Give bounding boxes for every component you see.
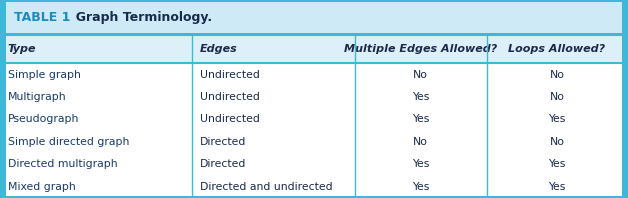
Text: No: No [550, 92, 565, 102]
Bar [6, 62, 622, 196]
Bar [6, 2, 622, 33]
Text: Undirected: Undirected [200, 114, 259, 125]
Text: Directed: Directed [200, 137, 246, 147]
Text: Simple graph: Simple graph [8, 69, 80, 80]
Text: Directed and undirected: Directed and undirected [200, 182, 332, 192]
Text: Yes: Yes [412, 114, 430, 125]
Text: Undirected: Undirected [200, 69, 259, 80]
Text: No: No [550, 137, 565, 147]
Text: Directed: Directed [200, 159, 246, 169]
Text: Undirected: Undirected [200, 92, 259, 102]
Text: Multiple Edges Allowed?: Multiple Edges Allowed? [344, 44, 497, 54]
Text: Yes: Yes [412, 182, 430, 192]
Text: Yes: Yes [548, 159, 566, 169]
Text: Pseudograph: Pseudograph [8, 114, 79, 125]
Text: No: No [550, 69, 565, 80]
Text: Yes: Yes [412, 159, 430, 169]
Bar [6, 36, 622, 62]
Text: Yes: Yes [548, 182, 566, 192]
Text: Yes: Yes [548, 114, 566, 125]
Text: Multigraph: Multigraph [8, 92, 66, 102]
Text: Simple directed graph: Simple directed graph [8, 137, 129, 147]
Text: No: No [413, 69, 428, 80]
Text: Yes: Yes [412, 92, 430, 102]
Text: No: No [413, 137, 428, 147]
Text: Directed multigraph: Directed multigraph [8, 159, 117, 169]
Text: Loops Allowed?: Loops Allowed? [509, 44, 605, 54]
Text: Edges: Edges [200, 44, 237, 54]
Text: Graph Terminology.: Graph Terminology. [67, 11, 212, 24]
Text: TABLE 1: TABLE 1 [14, 11, 70, 24]
Text: Type: Type [8, 44, 36, 54]
Text: Mixed graph: Mixed graph [8, 182, 75, 192]
